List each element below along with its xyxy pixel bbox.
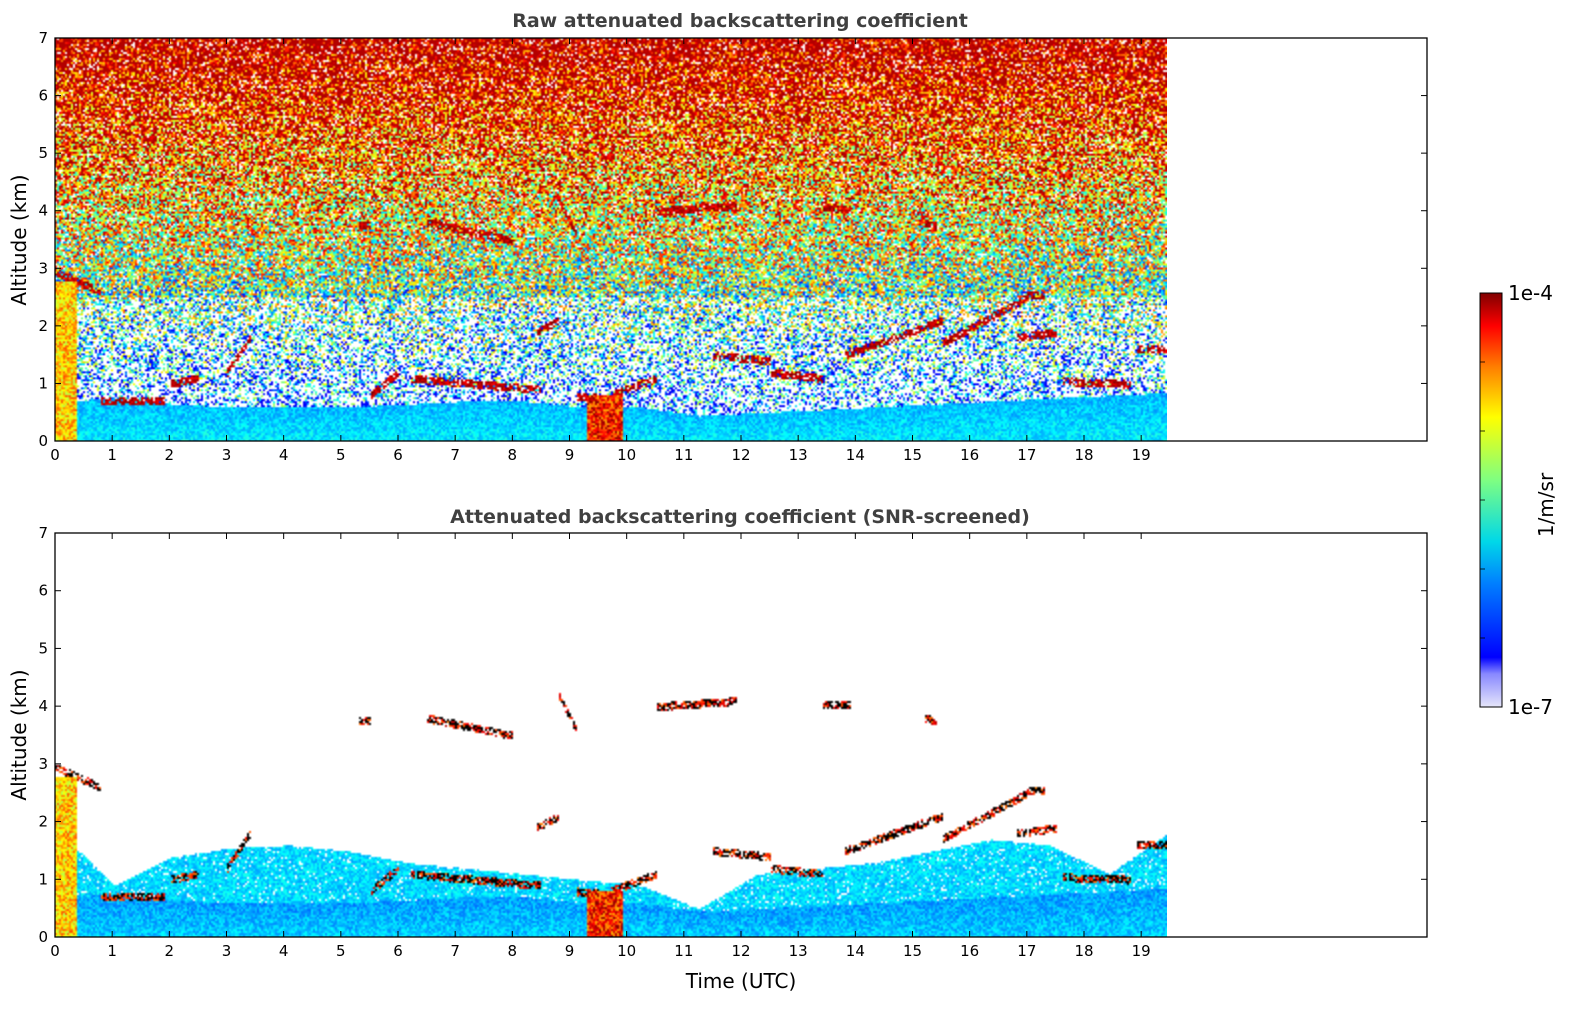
x-tick-label: 1 — [107, 446, 117, 464]
x-tick-label: 4 — [279, 942, 289, 960]
x-tick-label: 14 — [846, 942, 865, 960]
x-tick-label: 16 — [960, 942, 979, 960]
raw-heatmap-image — [55, 38, 1167, 441]
screened-y-axis: 0 1 2 3 4 5 6 7 — [38, 524, 1427, 946]
y-tick-label: 3 — [38, 259, 48, 277]
x-tick-label: 9 — [565, 446, 575, 464]
x-tick-label: 13 — [789, 942, 808, 960]
x-tick-label: 10 — [617, 942, 636, 960]
x-tick-label: 19 — [1132, 446, 1151, 464]
screened-y-axis-label: Altitude (km) — [7, 669, 31, 800]
y-tick-label: 7 — [38, 524, 48, 542]
x-tick-label: 11 — [674, 446, 693, 464]
x-tick-label: 10 — [617, 446, 636, 464]
x-tick-label: 1 — [107, 942, 117, 960]
x-tick-label: 14 — [846, 446, 865, 464]
raw-y-axis: 0 1 2 3 4 5 6 7 — [38, 29, 1427, 450]
colorbar-unit-label: 1/m/sr — [1534, 472, 1558, 537]
x-tick-label: 12 — [731, 446, 750, 464]
raw-heatmap — [55, 38, 1167, 441]
x-tick-label: 18 — [1074, 942, 1093, 960]
colorbar-max-label: 1e-4 — [1508, 281, 1553, 305]
x-tick-label: 5 — [336, 942, 346, 960]
x-tick-label: 8 — [508, 942, 518, 960]
y-tick-label: 2 — [38, 813, 48, 831]
raw-backscatter-panel: Raw attenuated backscattering coefficien… — [7, 10, 1428, 464]
x-tick-label: 11 — [674, 942, 693, 960]
x-tick-label: 0 — [50, 942, 60, 960]
y-tick-label: 5 — [38, 639, 48, 657]
y-tick-label: 2 — [38, 317, 48, 335]
snr-screened-panel: Attenuated backscattering coefficient (S… — [7, 506, 1428, 993]
y-tick-label: 1 — [38, 374, 48, 392]
x-tick-label: 2 — [165, 446, 175, 464]
y-tick-label: 0 — [38, 928, 48, 946]
x-tick-label: 15 — [903, 942, 922, 960]
y-tick-label: 7 — [38, 29, 48, 47]
x-tick-label: 6 — [393, 942, 403, 960]
x-tick-label: 2 — [165, 942, 175, 960]
colorbar: 1e-4 1e-7 1/m/sr — [1479, 281, 1558, 719]
screened-heatmap — [55, 533, 1167, 937]
x-tick-label: 6 — [393, 446, 403, 464]
x-tick-label: 18 — [1074, 446, 1093, 464]
x-tick-label: 17 — [1017, 942, 1036, 960]
x-tick-label: 17 — [1017, 446, 1036, 464]
colorbar-min-label: 1e-7 — [1508, 695, 1553, 719]
raw-x-axis: 0 1 2 3 4 5 6 7 8 9 10 11 12 13 14 15 16 17 18 19 — [50, 38, 1151, 464]
x-tick-label: 8 — [508, 446, 518, 464]
y-tick-label: 6 — [38, 87, 48, 105]
colorbar-ticks — [1480, 292, 1485, 708]
x-tick-label: 15 — [903, 446, 922, 464]
raw-panel-title: Raw attenuated backscattering coefficien… — [512, 10, 968, 32]
x-tick-label: 19 — [1132, 942, 1151, 960]
y-tick-label: 6 — [38, 582, 48, 600]
y-tick-label: 1 — [38, 870, 48, 888]
screened-heatmap-image — [55, 533, 1167, 937]
x-tick-label: 16 — [960, 446, 979, 464]
raw-y-axis-label: Altitude (km) — [7, 174, 31, 305]
x-tick-label: 4 — [279, 446, 289, 464]
x-tick-label: 3 — [222, 942, 232, 960]
x-tick-label: 0 — [50, 446, 60, 464]
x-tick-label: 13 — [789, 446, 808, 464]
x-axis-label: Time (UTC) — [685, 969, 797, 993]
x-tick-label: 12 — [731, 942, 750, 960]
x-tick-label: 9 — [565, 942, 575, 960]
y-tick-label: 4 — [38, 202, 48, 220]
y-tick-label: 5 — [38, 144, 48, 162]
screened-panel-title: Attenuated backscattering coefficient (S… — [450, 506, 1030, 528]
y-tick-label: 4 — [38, 697, 48, 715]
y-tick-label: 0 — [38, 432, 48, 450]
y-tick-label: 3 — [38, 755, 48, 773]
x-tick-label: 7 — [450, 942, 460, 960]
x-tick-label: 3 — [222, 446, 232, 464]
x-tick-label: 7 — [450, 446, 460, 464]
screened-x-axis: 0 1 2 3 4 5 6 7 8 9 10 11 12 13 14 15 16 17 18 19 — [50, 533, 1151, 960]
x-tick-label: 5 — [336, 446, 346, 464]
